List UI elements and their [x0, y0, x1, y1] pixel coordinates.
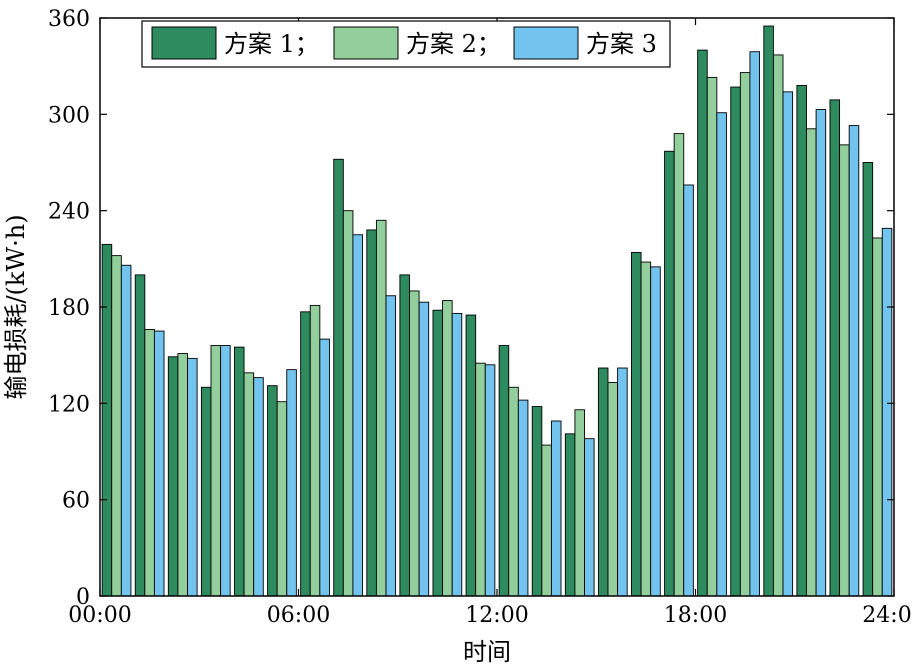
legend-swatch-1: [151, 26, 217, 60]
bar-series-1-hour-11: [465, 314, 477, 597]
bar-series-1-hour-18: [697, 49, 708, 597]
bar-series-3-hour-9: [418, 301, 430, 597]
legend-label-3: 方案 3: [586, 30, 657, 58]
bar-series-1-hour-13: [531, 406, 543, 597]
bar-series-1-hour-10: [432, 309, 444, 597]
bar-series-2-hour-15: [607, 382, 619, 597]
bar-series-2-hour-9: [409, 290, 420, 597]
bar-series-2-hour-18: [706, 76, 718, 597]
bar-series-3-hour-8: [385, 295, 397, 597]
bar-series-1-hour-4: [234, 346, 245, 597]
bar-series-2-hour-16: [640, 261, 652, 597]
ticks-group: 0 60 120 180 240 300 360 00:00 06:00 12:00 18:00 24…: [48, 7, 912, 628]
bar-series-2-hour-6: [309, 304, 321, 597]
y-tick-label-5: 300: [48, 103, 90, 128]
y-tick-label-0: 0: [76, 585, 90, 610]
bar-series-2-hour-7: [342, 210, 354, 597]
bar-series-2-hour-10: [442, 300, 453, 597]
bar-series-3-hour-19: [749, 51, 760, 597]
bar-series-1-hour-17: [664, 150, 675, 597]
bar-series-2-hour-17: [673, 133, 685, 597]
y-tick-label-6: 360: [48, 7, 90, 32]
x-tick-label-3: 18:00: [664, 603, 727, 628]
bar-series-1-hour-15: [597, 367, 609, 597]
bar-series-3-hour-14: [584, 438, 595, 597]
bar-series-2-hour-8: [375, 219, 387, 597]
bar-series-3-hour-2: [187, 357, 198, 597]
bar-series-1-hour-2: [167, 356, 179, 597]
bar-series-2-hour-21: [806, 128, 817, 597]
bar-series-2-hour-5: [276, 401, 288, 597]
y-tick-label-2: 120: [48, 392, 90, 417]
x-tick-label-0: 00:00: [68, 603, 131, 628]
bar-series-3-hour-18: [716, 112, 727, 597]
bar-series-2-hour-0: [111, 255, 122, 597]
bar-series-3-hour-21: [815, 109, 827, 597]
bar-series-3-hour-22: [848, 125, 860, 597]
bar-series-2-hour-14: [574, 409, 585, 597]
y-tick-label-1: 60: [62, 489, 90, 514]
legend-label-1: 方案 1；: [224, 30, 319, 58]
bar-series-1-hour-23: [862, 162, 874, 597]
y-tick-label-3: 180: [48, 296, 90, 321]
bar-series-3-hour-12: [517, 399, 529, 597]
bar-series-1-hour-7: [333, 158, 344, 597]
legend-label-2: 方案 2；: [406, 30, 501, 58]
bar-series-1-hour-19: [730, 86, 741, 597]
y-tick-label-4: 240: [48, 200, 90, 225]
bar-series-1-hour-8: [366, 229, 377, 597]
bar-series-1-hour-1: [134, 274, 146, 597]
bar-series-1-hour-16: [631, 251, 642, 597]
bar-series-1-hour-9: [399, 274, 410, 597]
bar-series-3-hour-3: [220, 345, 231, 597]
bar-series-2-hour-12: [508, 386, 519, 597]
bar-series-1-hour-21: [796, 84, 807, 597]
bar-series-3-hour-11: [484, 364, 496, 597]
bar-series-2-hour-2: [177, 353, 188, 597]
bar-series-2-hour-1: [144, 329, 155, 597]
bar-series-3-hour-6: [319, 338, 330, 597]
bar-series-2-hour-11: [475, 362, 486, 597]
bar-series-2-hour-13: [541, 444, 552, 597]
bar-series-3-hour-20: [782, 91, 794, 597]
bar-series-3-hour-10: [451, 312, 463, 597]
bar-series-3-hour-23: [881, 227, 893, 597]
bar-series-1-hour-0: [101, 243, 113, 597]
x-tick-label-4: 24:00: [862, 603, 912, 628]
bar-series-3-hour-4: [253, 377, 264, 597]
bar-series-1-hour-3: [200, 386, 212, 597]
bar-series-2-hour-19: [739, 72, 751, 597]
bar-series-1-hour-12: [498, 345, 510, 597]
bar-series-3-hour-5: [286, 369, 297, 597]
bar-series-3-hour-16: [650, 266, 661, 597]
bar-series-1-hour-14: [564, 433, 576, 597]
x-tick-label-1: 06:00: [267, 603, 330, 628]
x-axis-label: 时间: [463, 638, 511, 666]
bar-series-3-hour-0: [120, 264, 132, 597]
y-axis-label: 输电损耗/(kW·h): [2, 214, 30, 399]
legend: 方案 1； 方案 2； 方案 3: [141, 20, 671, 68]
bar-series-1-hour-20: [763, 25, 774, 597]
bar-series-3-hour-13: [550, 420, 562, 597]
x-tick-label-2: 12:00: [465, 603, 528, 628]
bar-series-2-hour-4: [243, 372, 255, 597]
bar-series-2-hour-20: [772, 54, 784, 597]
bar-series-1-hour-22: [829, 99, 841, 597]
bar-series-3-hour-17: [683, 184, 694, 597]
bars-group: [101, 25, 893, 597]
legend-box: [141, 20, 671, 68]
bar-series-2-hour-3: [210, 345, 222, 597]
bar-series-2-hour-23: [872, 237, 883, 597]
bar-series-1-hour-5: [267, 385, 278, 597]
bar-series-2-hour-22: [839, 144, 850, 597]
bar-series-3-hour-1: [153, 330, 165, 597]
bar-series-3-hour-7: [352, 234, 363, 597]
bar-series-3-hour-15: [617, 367, 628, 597]
legend-swatch-3: [513, 26, 579, 60]
legend-swatch-2: [333, 26, 399, 60]
bar-series-1-hour-6: [300, 311, 311, 597]
